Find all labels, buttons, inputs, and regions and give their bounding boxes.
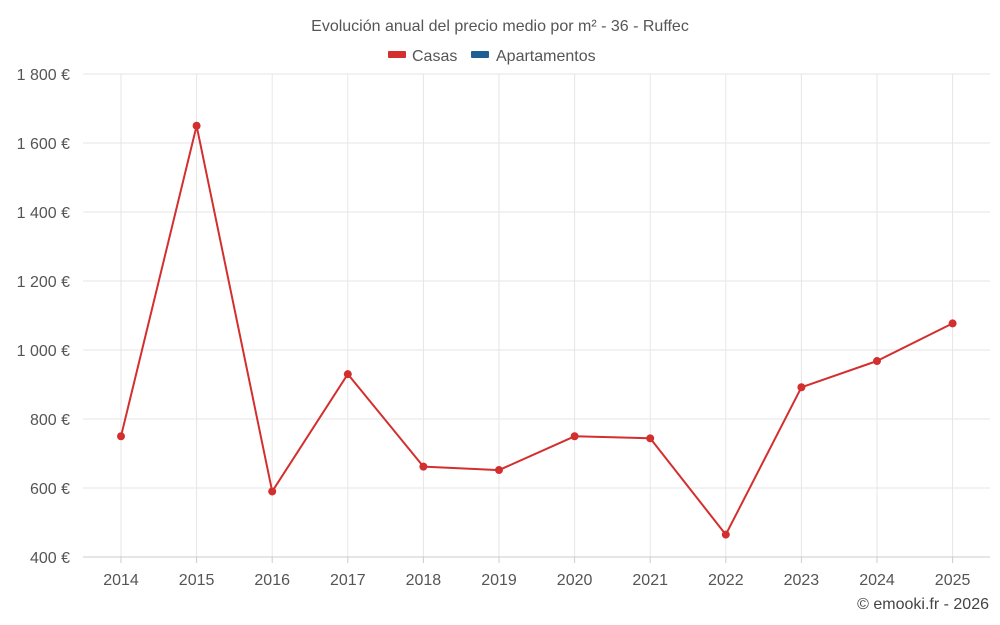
legend-label-casas: Casas bbox=[412, 48, 457, 65]
data-point-casas-2019[interactable] bbox=[495, 466, 503, 475]
data-point-casas-2024[interactable] bbox=[873, 357, 881, 366]
data-point-casas-2020[interactable] bbox=[570, 432, 579, 441]
data-point-casas-2018[interactable] bbox=[419, 462, 428, 471]
x-tick-label: 2018 bbox=[406, 572, 442, 589]
grid bbox=[83, 73, 990, 557]
x-tick-label: 2025 bbox=[935, 572, 971, 589]
y-tick-label: 1 200 € bbox=[17, 274, 70, 291]
data-point-casas-2014[interactable] bbox=[117, 432, 125, 441]
x-tick-label: 2014 bbox=[103, 572, 139, 589]
y-tick-label: 600 € bbox=[30, 481, 70, 498]
legend-swatch-casas bbox=[388, 51, 406, 58]
data-point-casas-2023[interactable] bbox=[797, 383, 806, 392]
legend-item-casas[interactable]: Casas bbox=[388, 48, 457, 65]
chart-title: Evolución anual del precio medio por m² … bbox=[311, 18, 689, 35]
x-tick-label: 2024 bbox=[859, 572, 895, 589]
y-tick-label: 400 € bbox=[30, 550, 70, 567]
y-tick-label: 1 600 € bbox=[17, 136, 70, 153]
data-point-casas-2021[interactable] bbox=[646, 434, 655, 443]
y-tick-label: 1 400 € bbox=[17, 205, 70, 222]
x-tick-label: 2023 bbox=[784, 572, 820, 589]
x-tick-label: 2017 bbox=[330, 572, 366, 589]
credit-text: © emooki.fr - 2026 bbox=[857, 596, 989, 613]
legend-item-apartamentos[interactable]: Apartamentos bbox=[471, 48, 596, 65]
legend-label-apartamentos: Apartamentos bbox=[496, 48, 596, 65]
x-tick-label: 2015 bbox=[179, 572, 215, 589]
y-tick-label: 800 € bbox=[30, 412, 70, 429]
data-point-casas-2017[interactable] bbox=[343, 370, 352, 379]
x-tick-label: 2020 bbox=[557, 572, 593, 589]
y-tick-label: 1 800 € bbox=[17, 67, 70, 84]
axes: 400 € 600 € 800 € 1 000 € 1 200 € 1 400 € 1 60… bbox=[17, 67, 990, 589]
series-line-casas bbox=[120, 124, 954, 536]
data-point-casas-2016[interactable] bbox=[268, 487, 277, 496]
x-tick-label: 2016 bbox=[254, 572, 290, 589]
data-point-casas-2015[interactable] bbox=[192, 121, 201, 130]
x-tick-label: 2022 bbox=[708, 572, 744, 589]
data-point-casas-2025[interactable] bbox=[948, 319, 957, 328]
series-casas bbox=[117, 121, 957, 539]
x-tick-label: 2021 bbox=[632, 572, 668, 589]
legend: Casas Apartamentos bbox=[388, 48, 596, 65]
data-point-casas-2022[interactable] bbox=[721, 530, 730, 539]
x-tick-label: 2019 bbox=[481, 572, 517, 589]
y-tick-label: 1 000 € bbox=[17, 343, 70, 360]
legend-swatch-apartamentos bbox=[471, 51, 489, 58]
